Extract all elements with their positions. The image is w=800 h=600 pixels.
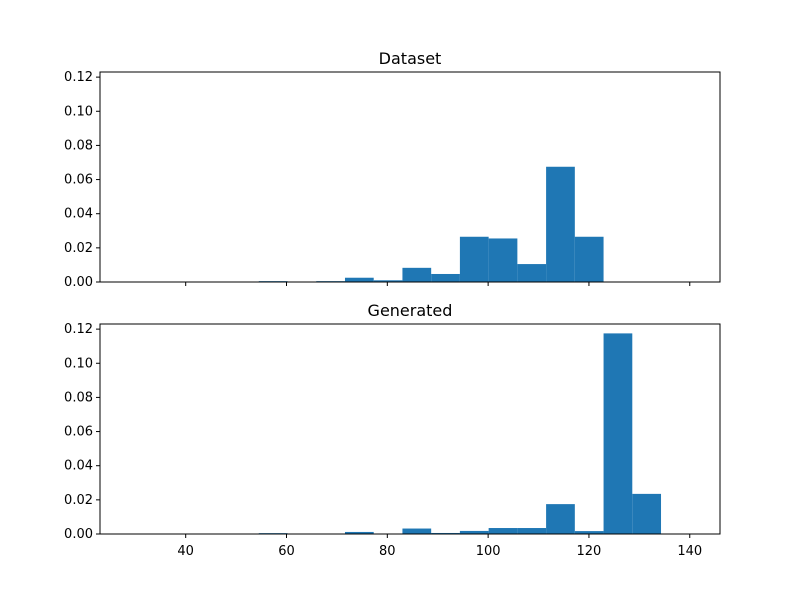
generated-x-tick-label: 60 [278, 544, 295, 559]
generated-x-tick-label: 40 [177, 544, 194, 559]
generated-y-tick-label: 0.06 [64, 425, 93, 440]
dataset-y-tick-label: 0.02 [64, 241, 93, 256]
generated-x-tick-label: 100 [476, 544, 501, 559]
dataset-bars [258, 166, 604, 282]
generated-histogram-bar [488, 528, 518, 534]
generated-x-tick-label: 120 [577, 544, 602, 559]
dataset-y-tick-label: 0.12 [64, 70, 93, 85]
dataset-axis-ticks: 0.00 0.02 0.04 0.06 0.08 0.10 0.12 [64, 70, 691, 290]
dataset-y-tick-label: 0.00 [64, 275, 93, 290]
dataset-histogram-bar [546, 166, 575, 282]
generated-y-tick-label: 0.00 [64, 527, 93, 542]
dataset-y-tick-label: 0.10 [64, 104, 93, 119]
generated-y-tick-label: 0.10 [64, 356, 93, 371]
dataset-plot-frame [99, 71, 721, 283]
generated-y-tick-label: 0.04 [64, 459, 93, 474]
generated-panel: Generated 0.00 0.02 0.04 0.06 0.08 0.10 0.12 40… [64, 301, 721, 559]
generated-y-tick-label: 0.02 [64, 493, 93, 508]
generated-y-tick-label: 0.12 [64, 322, 93, 337]
generated-histogram-bar [632, 493, 662, 534]
dataset-panel: Dataset 0.00 0.02 0.04 0.06 0.08 0.10 0.12 [64, 49, 721, 290]
generated-y-tick-label: 0.08 [64, 390, 93, 405]
dataset-y-tick-label: 0.04 [64, 207, 93, 222]
dataset-histogram-bar [344, 277, 374, 282]
generated-histogram-bar [459, 530, 489, 534]
generated-x-tick-label: 140 [677, 544, 702, 559]
generated-axis-ticks: 0.00 0.02 0.04 0.06 0.08 0.10 0.12 40 60 80 100 120… [64, 322, 702, 559]
generated-plot-frame [99, 323, 721, 535]
dataset-histogram-bar [517, 264, 547, 282]
generated-histogram-bar [603, 333, 633, 534]
generated-histogram-bar [574, 531, 604, 534]
generated-histogram-bar [402, 528, 432, 534]
dataset-histogram-bar [373, 280, 403, 282]
dataset-histogram-bar [431, 273, 460, 282]
dataset-histogram-bar [488, 238, 518, 282]
generated-bars [258, 333, 662, 534]
dataset-y-tick-label: 0.06 [64, 173, 93, 188]
generated-histogram-bar [344, 531, 374, 534]
generated-histogram-bar [517, 528, 547, 534]
dataset-histogram-bar [574, 236, 604, 282]
dataset-histogram-bar [459, 236, 489, 282]
generated-histogram-bar [431, 532, 460, 534]
generated-histogram-bar [546, 504, 575, 534]
generated-x-tick-label: 80 [379, 544, 396, 559]
dataset-y-tick-label: 0.08 [64, 138, 93, 153]
generated-title: Generated [368, 301, 453, 320]
dataset-title: Dataset [379, 49, 442, 68]
dataset-histogram-bar [402, 267, 432, 282]
